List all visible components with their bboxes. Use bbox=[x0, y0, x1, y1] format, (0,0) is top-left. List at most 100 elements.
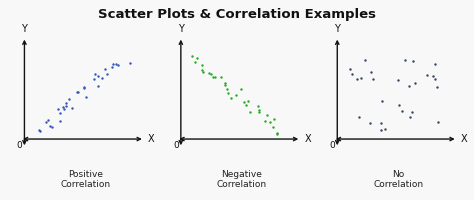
Point bbox=[48, 126, 55, 129]
Point bbox=[255, 108, 263, 111]
Point bbox=[44, 118, 52, 122]
Point bbox=[431, 62, 438, 66]
Point bbox=[408, 111, 416, 114]
Point bbox=[191, 60, 199, 63]
Point bbox=[56, 111, 64, 115]
Point bbox=[255, 110, 263, 114]
Point bbox=[80, 86, 87, 89]
Point bbox=[36, 130, 44, 133]
Text: Y: Y bbox=[178, 24, 184, 34]
Point bbox=[356, 116, 363, 119]
Point bbox=[395, 103, 403, 106]
Point bbox=[271, 117, 278, 120]
Point bbox=[346, 68, 354, 71]
Point bbox=[411, 81, 419, 84]
Point bbox=[103, 72, 110, 75]
Point bbox=[398, 110, 405, 113]
Point bbox=[242, 104, 250, 107]
Point bbox=[81, 86, 88, 89]
Point bbox=[198, 63, 206, 67]
Point bbox=[91, 78, 98, 81]
Point bbox=[263, 113, 271, 116]
Point bbox=[46, 124, 54, 127]
Point bbox=[74, 90, 82, 93]
Point bbox=[98, 76, 105, 79]
Point bbox=[423, 73, 431, 76]
Point bbox=[61, 107, 68, 110]
Text: Scatter Plots & Correlation Examples: Scatter Plots & Correlation Examples bbox=[98, 8, 376, 21]
Point bbox=[54, 107, 62, 110]
Point bbox=[73, 90, 81, 93]
Point bbox=[401, 59, 409, 62]
Point bbox=[377, 128, 385, 131]
Point bbox=[233, 94, 240, 97]
Point bbox=[114, 63, 122, 67]
Point bbox=[109, 63, 117, 66]
Point bbox=[431, 77, 438, 80]
Point bbox=[109, 66, 116, 69]
Point bbox=[407, 116, 414, 119]
Point bbox=[223, 87, 231, 90]
Point bbox=[101, 67, 109, 71]
Point bbox=[82, 96, 89, 99]
Point bbox=[62, 101, 70, 104]
Point bbox=[354, 78, 361, 81]
Point bbox=[66, 98, 73, 101]
Point bbox=[244, 99, 252, 103]
Point bbox=[199, 69, 206, 72]
Text: Y: Y bbox=[334, 24, 340, 34]
Point bbox=[348, 72, 356, 75]
Point bbox=[221, 81, 228, 84]
Point bbox=[95, 74, 102, 77]
Point bbox=[36, 128, 43, 132]
Point bbox=[433, 86, 441, 89]
Point bbox=[410, 59, 417, 63]
Point bbox=[273, 132, 281, 135]
Point bbox=[94, 85, 102, 88]
Point bbox=[228, 96, 235, 99]
Text: Positive
Correlation: Positive Correlation bbox=[61, 170, 110, 189]
Point bbox=[266, 121, 274, 124]
Point bbox=[435, 120, 442, 124]
Point bbox=[222, 83, 229, 86]
Point bbox=[262, 119, 269, 122]
Point bbox=[210, 75, 217, 78]
Point bbox=[224, 92, 231, 95]
Point bbox=[366, 122, 374, 125]
Text: 0: 0 bbox=[173, 141, 179, 150]
Point bbox=[246, 110, 254, 113]
Point bbox=[269, 126, 277, 129]
Point bbox=[68, 106, 75, 109]
Point bbox=[237, 87, 245, 91]
Point bbox=[218, 76, 225, 79]
Point bbox=[369, 78, 377, 81]
Text: X: X bbox=[461, 134, 467, 144]
Point bbox=[112, 62, 120, 66]
Text: No
Correlation: No Correlation bbox=[374, 170, 423, 189]
Point bbox=[56, 119, 64, 123]
Point bbox=[189, 54, 196, 57]
Point bbox=[273, 131, 281, 135]
Point bbox=[199, 70, 207, 73]
Point bbox=[405, 84, 413, 87]
Point bbox=[394, 78, 401, 82]
Point bbox=[126, 61, 134, 65]
Point bbox=[205, 71, 212, 74]
Point bbox=[91, 72, 99, 75]
Point bbox=[193, 57, 201, 60]
Text: 0: 0 bbox=[17, 141, 22, 150]
Point bbox=[62, 104, 70, 107]
Point bbox=[254, 104, 262, 107]
Point bbox=[358, 77, 365, 80]
Point bbox=[361, 59, 369, 62]
Point bbox=[42, 121, 49, 124]
Point bbox=[240, 100, 248, 103]
Point bbox=[368, 70, 375, 74]
Text: Negative
Correlation: Negative Correlation bbox=[217, 170, 267, 189]
Point bbox=[429, 75, 437, 78]
Point bbox=[207, 73, 214, 76]
Point bbox=[211, 75, 219, 78]
Text: X: X bbox=[304, 134, 311, 144]
Text: X: X bbox=[148, 134, 155, 144]
Point bbox=[60, 106, 67, 109]
